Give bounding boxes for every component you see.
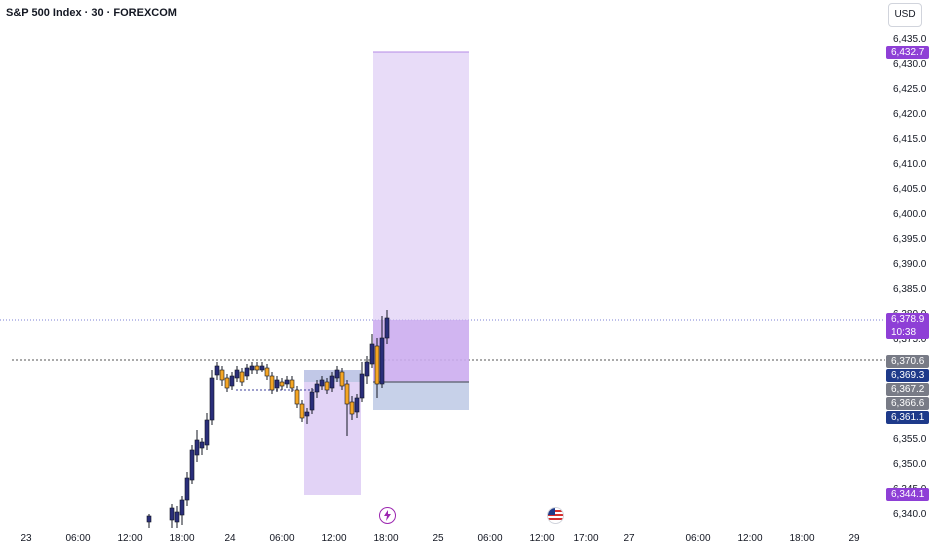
candle-body	[284, 379, 290, 385]
price-tick: 6,400.0	[893, 209, 927, 220]
candle-body	[219, 369, 225, 381]
candle-body	[239, 371, 245, 383]
time-tick: 06:00	[685, 533, 711, 544]
candle-body	[364, 361, 370, 377]
time-tick: 18:00	[169, 533, 195, 544]
price-tick: 6,375.0	[893, 334, 927, 345]
price-tick: 6,425.0	[893, 84, 927, 95]
candle-body	[264, 367, 270, 377]
price-tick: 6,420.0	[893, 109, 927, 120]
candle-body	[349, 401, 355, 415]
time-tick: 25	[432, 533, 444, 544]
time-tick: 12:00	[321, 533, 347, 544]
gray-price-tag: 6,366.6	[886, 397, 929, 410]
candle-body	[146, 515, 152, 523]
candle-body	[269, 375, 275, 391]
price-tick: 6,435.0	[893, 34, 927, 45]
candle-body	[334, 369, 340, 379]
price-tick: 6,410.0	[893, 159, 927, 170]
lightning-icon[interactable]	[379, 507, 396, 524]
price-tick: 6,350.0	[893, 459, 927, 470]
currency-button[interactable]: USD	[888, 3, 922, 27]
candle-body	[254, 365, 260, 371]
candle-body	[339, 371, 345, 387]
low-price-tag: 6,344.1	[886, 488, 929, 501]
time-tick: 23	[20, 533, 32, 544]
time-tick: 06:00	[65, 533, 91, 544]
chart-title: S&P 500 Index · 30 · FOREXCOM	[6, 7, 177, 19]
entry-price-tag: 6,370.6	[886, 355, 929, 368]
candle-body	[384, 317, 390, 339]
candle-body	[309, 391, 315, 411]
candle-body	[199, 441, 205, 449]
candle-body	[319, 379, 325, 387]
candle-body	[194, 439, 200, 456]
price-tick: 6,405.0	[893, 184, 927, 195]
blue-price-tag: 6,369.3	[886, 369, 929, 382]
time-tick: 18:00	[789, 533, 815, 544]
price-tick: 6,355.0	[893, 434, 927, 445]
candle-body	[174, 511, 180, 523]
candle-body	[314, 383, 320, 393]
candle-body	[379, 337, 385, 385]
time-tick: 17:00	[573, 533, 599, 544]
candle-body	[324, 381, 330, 391]
candle-body	[244, 367, 250, 377]
time-tick: 12:00	[529, 533, 555, 544]
candle-body	[344, 383, 350, 405]
candle-body	[289, 379, 295, 389]
candle-body	[224, 377, 230, 389]
price-tick: 6,390.0	[893, 259, 927, 270]
candle-body	[304, 411, 310, 417]
candle-body	[354, 397, 360, 413]
current-price-value: 6,378.9	[891, 314, 925, 325]
time-tick: 06:00	[477, 533, 503, 544]
candle-body	[274, 379, 280, 389]
time-tick: 24	[224, 533, 236, 544]
candle-body	[234, 369, 240, 379]
candle-body	[359, 373, 365, 399]
stop-price-tag: 6,361.1	[886, 411, 929, 424]
us-flag-icon[interactable]	[547, 507, 564, 524]
candle-body	[329, 375, 335, 389]
candle-body	[179, 499, 185, 516]
time-tick: 12:00	[737, 533, 763, 544]
time-tick: 27	[623, 533, 635, 544]
candle-body	[209, 377, 215, 421]
gray-price-tag: 6,367.2	[886, 383, 929, 396]
time-tick: 18:00	[373, 533, 399, 544]
candle-body	[299, 403, 305, 419]
bar-countdown: 10:38	[891, 327, 917, 338]
loss-zone	[373, 382, 469, 410]
price-tick: 6,340.0	[893, 509, 927, 520]
price-tick: 6,395.0	[893, 234, 927, 245]
candle-body	[189, 449, 195, 481]
candle-body	[184, 477, 190, 501]
time-tick: 12:00	[117, 533, 143, 544]
price-tick: 6,385.0	[893, 284, 927, 295]
candle-body	[169, 507, 175, 521]
price-tick: 6,430.0	[893, 59, 927, 70]
candle-body	[259, 365, 265, 371]
candle-body	[294, 389, 300, 405]
candle-body	[214, 365, 220, 376]
time-tick: 29	[848, 533, 860, 544]
candle-body	[374, 345, 380, 385]
candlestick-series	[146, 310, 390, 528]
candle-body	[249, 365, 255, 371]
candle-body	[369, 343, 375, 365]
price-tick: 6,415.0	[893, 134, 927, 145]
candle-body	[229, 375, 235, 387]
target-price-tag: 6,432.7	[886, 46, 929, 59]
candle-body	[279, 381, 285, 387]
time-tick: 06:00	[269, 533, 295, 544]
candle-body	[204, 419, 210, 446]
current-price-tag: 6,378.9 10:38	[886, 313, 929, 339]
